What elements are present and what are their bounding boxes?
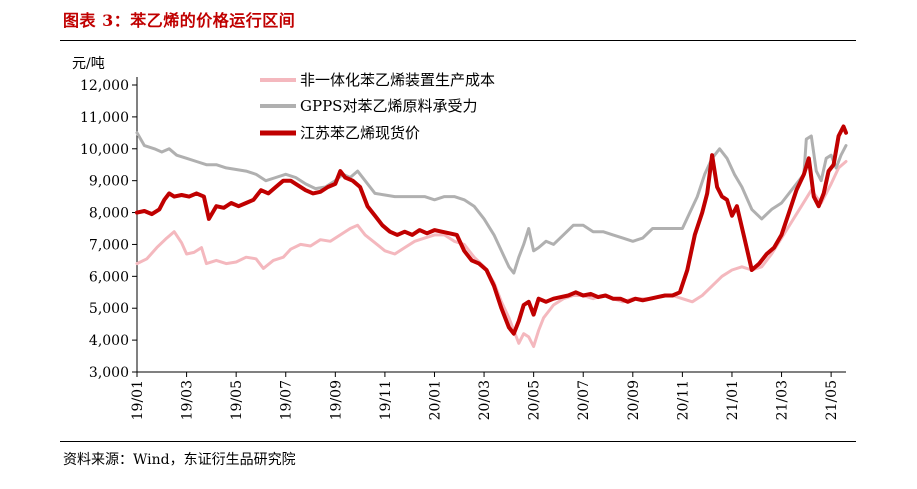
source-rule	[60, 441, 856, 442]
x-tick-label: 19/09	[328, 380, 344, 420]
x-tick-label: 21/05	[824, 380, 840, 420]
legend-label-1: 非一体化苯乙烯装置生产成本	[300, 71, 495, 89]
x-tick-label: 20/11	[675, 380, 691, 420]
y-tick-label: 5,000	[89, 301, 129, 317]
y-unit-label: 元/吨	[72, 56, 105, 72]
y-tick-label: 11,000	[80, 110, 129, 126]
y-tick-label: 4,000	[89, 333, 129, 349]
x-tick-label: 21/01	[725, 380, 741, 420]
x-tick-label: 20/05	[527, 380, 543, 420]
legend-label-3: 江苏苯乙烯现货价	[300, 124, 420, 142]
x-tick-label: 19/01	[130, 380, 146, 420]
y-tick-label: 7,000	[89, 237, 129, 253]
series-line-2	[135, 131, 848, 275]
y-tick-label: 10,000	[80, 142, 129, 158]
y-tick-label: 12,000	[80, 78, 129, 94]
x-tick-label: 20/03	[477, 380, 493, 420]
y-tick-label: 9,000	[89, 174, 129, 190]
series-line-1	[135, 160, 848, 348]
figure-title: 图表 3：苯乙烯的价格运行区间	[63, 11, 296, 30]
x-tick-label: 19/03	[180, 380, 196, 420]
x-tick-label: 20/09	[626, 380, 642, 420]
x-tick-label: 19/11	[378, 380, 394, 420]
x-tick-label: 21/03	[775, 380, 791, 420]
source-note: 资料来源：Wind，东证衍生品研究院	[63, 452, 296, 468]
x-tick-label: 19/07	[279, 380, 295, 420]
x-tick-label: 19/05	[229, 380, 245, 420]
axes: 元/吨 3,000 4,000 5,000 6,000 7,000 8,000 9,000 10…	[72, 56, 846, 420]
y-tick-label: 6,000	[89, 269, 129, 285]
y-tick-label: 3,000	[89, 365, 129, 381]
x-tick-label: 20/07	[576, 380, 592, 420]
title-rule	[60, 40, 856, 41]
y-tick-label: 8,000	[89, 206, 129, 222]
x-tick-label: 20/01	[427, 380, 443, 420]
series-lines	[135, 124, 848, 348]
legend-label-2: GPPS对苯乙烯原料承受力	[300, 97, 477, 115]
series-line-3	[135, 124, 848, 336]
